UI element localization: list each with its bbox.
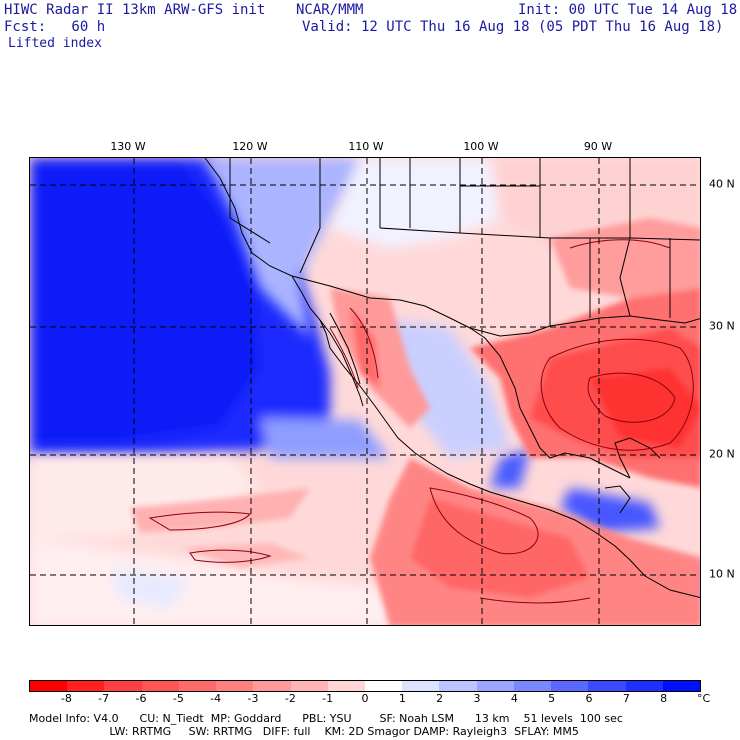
colorbar-swatch xyxy=(327,681,365,691)
colorbar-swatch xyxy=(513,681,552,691)
lon-label-90w: 90 W xyxy=(583,140,613,153)
colorbar-tick-label: -4 xyxy=(210,692,222,705)
colorbar-swatch xyxy=(551,681,589,691)
colorbar-tick-label: -2 xyxy=(284,692,296,705)
product-title: HIWC Radar II 13km ARW-GFS init xyxy=(4,2,266,18)
forecast-hour: Fcst: 60 h xyxy=(4,19,106,35)
colorbar-swatch xyxy=(290,681,328,691)
colorbar-unit: °C xyxy=(697,692,711,705)
colorbar-swatch xyxy=(588,681,626,691)
colorbar-tick-label: -8 xyxy=(60,692,72,705)
field-name: Lifted index xyxy=(8,36,102,51)
colorbar-swatch xyxy=(625,681,663,691)
lon-label-110w: 110 W xyxy=(348,140,384,153)
colorbar-swatch xyxy=(662,681,700,691)
lon-label-100w: 100 W xyxy=(463,140,499,153)
colorbar-swatch xyxy=(141,681,179,691)
colorbar-swatch xyxy=(402,681,440,691)
valid-time: Valid: 12 UTC Thu 16 Aug 18 (05 PDT Thu … xyxy=(302,19,724,35)
colorbar-tick-label: -3 xyxy=(247,692,259,705)
colorbar-swatch xyxy=(30,681,68,691)
colorbar-tick-label: 1 xyxy=(398,692,406,705)
lon-label-120w: 120 W xyxy=(232,140,268,153)
colorbar-tick-label: -5 xyxy=(172,692,184,705)
colorbar-swatch xyxy=(104,681,142,691)
model-info-line-2: LW: RRTMG SW: RRTMG DIFF: full KM: 2D Sm… xyxy=(29,725,579,738)
colorbar-tick-label: -6 xyxy=(135,692,147,705)
colorbar xyxy=(29,680,701,692)
colorbar-tick-label: 5 xyxy=(548,692,556,705)
colorbar-tick-label: 6 xyxy=(585,692,593,705)
lat-label-30n: 30 N xyxy=(709,319,735,333)
colorbar-swatch xyxy=(253,681,291,691)
colorbar-tick-label: 7 xyxy=(622,692,630,705)
colorbar-tick-label: 0 xyxy=(361,692,369,705)
lifted-index-map xyxy=(29,157,701,626)
lat-label-10n: 10 N xyxy=(709,567,735,581)
colorbar-tick-label: -1 xyxy=(322,692,334,705)
colorbar-swatch xyxy=(476,681,514,691)
neutral-region xyxy=(30,158,700,625)
lat-label-40n: 40 N xyxy=(709,177,735,191)
colorbar-tick-label: 8 xyxy=(660,692,668,705)
colorbar-tick-label: 2 xyxy=(436,692,444,705)
lat-label-20n: 20 N xyxy=(709,447,735,461)
init-time: Init: 00 UTC Tue 14 Aug 18 xyxy=(518,2,738,18)
contour-lines xyxy=(148,239,694,604)
colorbar-swatch xyxy=(216,681,254,691)
colorbar-tick-label: 4 xyxy=(510,692,518,705)
organization-label: NCAR/MMM xyxy=(296,2,364,18)
colorbar-swatch xyxy=(67,681,105,691)
coastlines-and-borders xyxy=(204,158,700,599)
lon-label-130w: 130 W xyxy=(110,140,146,153)
unstable-land-region xyxy=(130,218,700,625)
colorbar-swatch xyxy=(364,681,403,691)
colorbar-swatch xyxy=(439,681,477,691)
colorbar-tick-label: -7 xyxy=(98,692,110,705)
model-info-line-1: Model Info: V4.0 CU: N_Tiedt MP: Goddard… xyxy=(29,712,623,725)
colorbar-tick-label: 3 xyxy=(473,692,481,705)
graticule xyxy=(30,158,700,625)
colorbar-swatch xyxy=(178,681,217,691)
